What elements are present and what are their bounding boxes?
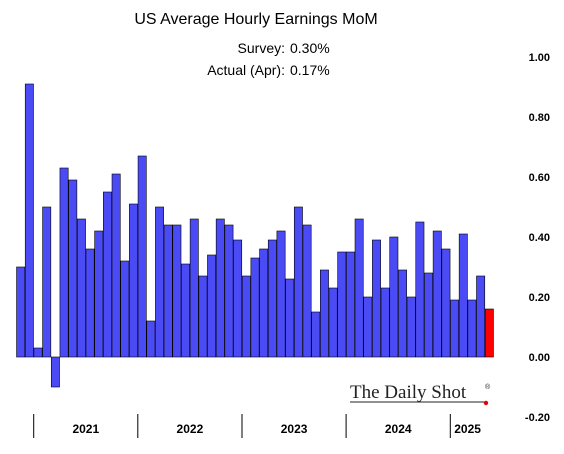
- bar: [424, 272, 433, 358]
- bar: [59, 167, 69, 358]
- bar: [172, 224, 182, 358]
- bar: [85, 248, 95, 358]
- y-tick-label: 0.40: [529, 232, 550, 244]
- bar: [441, 248, 451, 358]
- bar: [372, 239, 381, 358]
- y-tick-label: 0.60: [529, 172, 550, 184]
- x-axis: 2021 2022 2023 2024 2025: [33, 414, 481, 438]
- bar: [24, 83, 34, 358]
- bar: [467, 299, 477, 358]
- bar: [146, 320, 156, 358]
- bar: [450, 299, 460, 358]
- bar: [137, 155, 147, 358]
- bar: [207, 254, 217, 358]
- annotation-block: Survey: 0.30% Actual (Apr): 0.17%: [207, 40, 330, 78]
- x-year-label: 2021: [72, 422, 99, 436]
- bar: [215, 218, 225, 358]
- survey-value: 0.30%: [290, 40, 330, 56]
- bar: [224, 224, 234, 358]
- x-year-label: 2025: [454, 422, 481, 436]
- bar: [320, 269, 329, 358]
- bar: [42, 206, 52, 358]
- bar: [389, 236, 399, 358]
- bar: [415, 221, 425, 358]
- bar: [181, 263, 190, 358]
- bar: [337, 251, 347, 358]
- bar: [363, 296, 373, 358]
- watermark-text: The Daily Shot: [350, 382, 467, 403]
- y-tick-label: 0.80: [529, 112, 550, 124]
- bar: [33, 347, 43, 358]
- survey-label: Survey:: [238, 40, 285, 56]
- bar: [346, 251, 355, 358]
- bar: [241, 275, 251, 358]
- bar: [293, 206, 303, 358]
- y-tick-label: 0.20: [529, 292, 550, 304]
- bar: [380, 287, 390, 358]
- bar: [354, 218, 364, 358]
- bar: [111, 173, 121, 358]
- bar: [198, 275, 208, 358]
- y-tick-label: -0.20: [525, 412, 550, 424]
- bar-latest: [484, 308, 494, 358]
- watermark-dot: [483, 400, 489, 406]
- bar: [103, 191, 112, 358]
- bars-group: [16, 83, 494, 388]
- y-tick-label: 0.00: [529, 352, 550, 364]
- bar: [250, 257, 260, 358]
- y-tick-label: 1.00: [529, 52, 550, 64]
- watermark: The Daily Shot ®: [350, 382, 491, 406]
- bar: [276, 230, 286, 358]
- bar: [155, 206, 164, 358]
- x-year-label: 2024: [385, 422, 412, 436]
- bar: [129, 203, 138, 358]
- y-axis: 1.00 0.80 0.60 0.40 0.20 0.00 -0.20: [525, 52, 550, 424]
- bar: [432, 230, 442, 358]
- bar: [302, 224, 312, 358]
- bar: [77, 218, 86, 358]
- bar: [458, 233, 468, 358]
- actual-value: 0.17%: [290, 62, 330, 78]
- bar: [259, 248, 269, 358]
- x-year-label: 2023: [281, 422, 308, 436]
- bar: [311, 311, 321, 358]
- bar: [68, 179, 78, 358]
- bar: [406, 296, 416, 358]
- bar: [189, 218, 199, 358]
- x-year-label: 2022: [177, 422, 204, 436]
- chart-title: US Average Hourly Earnings MoM: [134, 11, 377, 28]
- actual-label: Actual (Apr):: [207, 62, 285, 78]
- bar: [398, 269, 407, 358]
- bar: [163, 224, 173, 358]
- bar: [120, 260, 130, 358]
- bar: [50, 356, 60, 388]
- bar: [285, 278, 295, 358]
- bar: [233, 239, 243, 358]
- bar: [94, 230, 104, 358]
- bar: [328, 287, 338, 358]
- bar: [16, 266, 26, 358]
- bar: [267, 239, 277, 358]
- bar: [476, 275, 486, 358]
- watermark-registered-mark: ®: [485, 383, 491, 391]
